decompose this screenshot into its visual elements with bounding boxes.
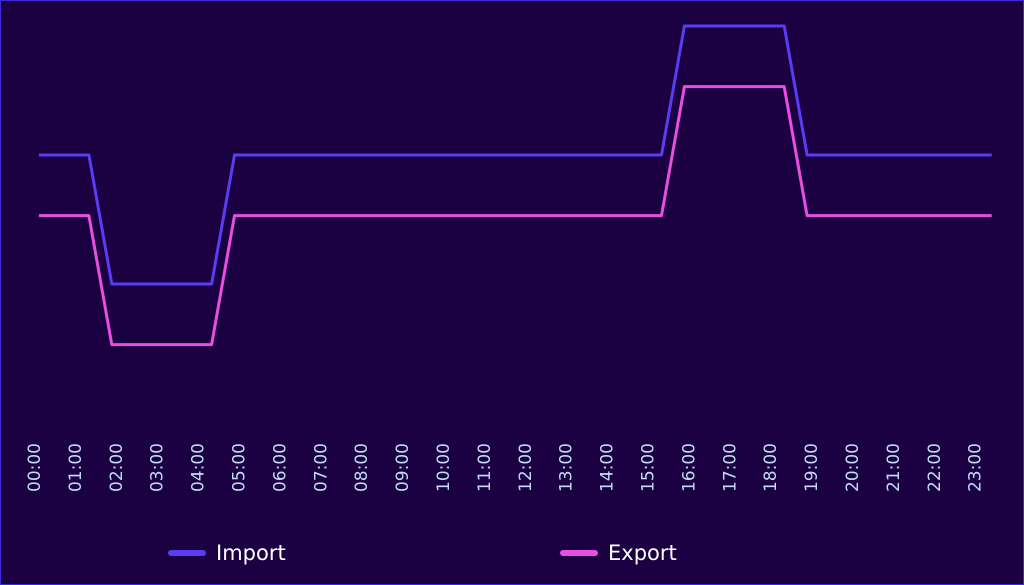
data-point-export-12[interactable] xyxy=(526,212,534,220)
legend-item-export[interactable]: Export xyxy=(560,540,677,566)
legend-label-export: Export xyxy=(608,541,677,565)
x-tick-label: 23:00 xyxy=(966,443,986,492)
data-point-import-23[interactable] xyxy=(976,151,984,159)
data-point-import-21[interactable] xyxy=(894,151,902,159)
x-tick-label: 19:00 xyxy=(802,443,822,492)
data-point-export-16[interactable] xyxy=(689,83,697,91)
x-tick-label: 03:00 xyxy=(148,443,168,492)
data-point-import-14[interactable] xyxy=(608,151,616,159)
x-tick-label: 10:00 xyxy=(434,443,454,492)
data-point-import-17[interactable] xyxy=(730,22,738,30)
data-point-export-22[interactable] xyxy=(935,212,943,220)
x-tick-label: 01:00 xyxy=(66,443,86,492)
legend-item-import[interactable]: Import xyxy=(168,540,286,566)
legend-swatch-export xyxy=(560,550,598,556)
data-point-import-8[interactable] xyxy=(362,151,370,159)
data-point-export-10[interactable] xyxy=(444,212,452,220)
data-point-export-19[interactable] xyxy=(812,212,820,220)
data-point-export-9[interactable] xyxy=(403,212,411,220)
data-point-import-18[interactable] xyxy=(771,22,779,30)
x-tick-label: 13:00 xyxy=(557,443,577,492)
data-point-export-14[interactable] xyxy=(608,212,616,220)
data-point-import-19[interactable] xyxy=(812,151,820,159)
x-axis-ticks: 00:00 01:00 02:00 03:00 04:00 05:00 06:00 07:00… xyxy=(25,443,986,492)
data-point-import-9[interactable] xyxy=(403,151,411,159)
data-point-import-3[interactable] xyxy=(158,280,166,288)
x-tick-label: 05:00 xyxy=(230,443,250,492)
data-point-export-18[interactable] xyxy=(771,83,779,91)
data-point-export-11[interactable] xyxy=(485,212,493,220)
x-tick-label: 15:00 xyxy=(639,443,659,492)
data-point-import-12[interactable] xyxy=(526,151,534,159)
x-tick-label: 14:00 xyxy=(598,443,618,492)
data-point-import-11[interactable] xyxy=(485,151,493,159)
data-point-export-13[interactable] xyxy=(567,212,575,220)
data-point-export-23[interactable] xyxy=(976,212,984,220)
data-point-export-6[interactable] xyxy=(280,212,288,220)
x-tick-label: 04:00 xyxy=(189,443,209,492)
data-point-import-6[interactable] xyxy=(280,151,288,159)
x-tick-label: 02:00 xyxy=(107,443,127,492)
data-point-export-0[interactable] xyxy=(35,212,43,220)
data-point-export-5[interactable] xyxy=(240,212,248,220)
data-point-import-13[interactable] xyxy=(567,151,575,159)
data-point-import-1[interactable] xyxy=(76,151,84,159)
x-tick-label: 17:00 xyxy=(720,443,740,492)
data-point-import-10[interactable] xyxy=(444,151,452,159)
x-tick-label: 22:00 xyxy=(925,443,945,492)
data-point-export-4[interactable] xyxy=(199,341,207,349)
series-line-export[interactable] xyxy=(39,85,992,347)
data-point-export-8[interactable] xyxy=(362,212,370,220)
series-layer xyxy=(35,22,992,349)
legend-label-import: Import xyxy=(216,541,286,565)
data-point-export-7[interactable] xyxy=(321,212,329,220)
x-tick-label: 20:00 xyxy=(843,443,863,492)
data-point-import-2[interactable] xyxy=(117,280,125,288)
data-point-export-3[interactable] xyxy=(158,341,166,349)
data-point-export-15[interactable] xyxy=(649,212,657,220)
x-tick-label: 08:00 xyxy=(352,443,372,492)
data-point-export-21[interactable] xyxy=(894,212,902,220)
series-line-import[interactable] xyxy=(39,24,992,286)
x-tick-label: 00:00 xyxy=(25,443,45,492)
x-tick-label: 16:00 xyxy=(679,443,699,492)
data-point-export-17[interactable] xyxy=(730,83,738,91)
data-point-import-16[interactable] xyxy=(689,22,697,30)
data-point-import-7[interactable] xyxy=(321,151,329,159)
data-point-export-20[interactable] xyxy=(853,212,861,220)
data-point-export-1[interactable] xyxy=(76,212,84,220)
data-point-import-4[interactable] xyxy=(199,280,207,288)
data-point-import-0[interactable] xyxy=(35,151,43,159)
x-tick-label: 12:00 xyxy=(516,443,536,492)
data-point-import-22[interactable] xyxy=(935,151,943,159)
x-tick-label: 07:00 xyxy=(311,443,331,492)
x-tick-label: 21:00 xyxy=(884,443,904,492)
data-point-import-15[interactable] xyxy=(649,151,657,159)
data-point-import-20[interactable] xyxy=(853,151,861,159)
x-tick-label: 18:00 xyxy=(761,443,781,492)
x-tick-label: 09:00 xyxy=(393,443,413,492)
x-tick-label: 06:00 xyxy=(270,443,290,492)
legend-swatch-import xyxy=(168,550,206,556)
data-point-import-5[interactable] xyxy=(240,151,248,159)
x-tick-label: 11:00 xyxy=(475,443,495,492)
data-point-export-2[interactable] xyxy=(117,341,125,349)
